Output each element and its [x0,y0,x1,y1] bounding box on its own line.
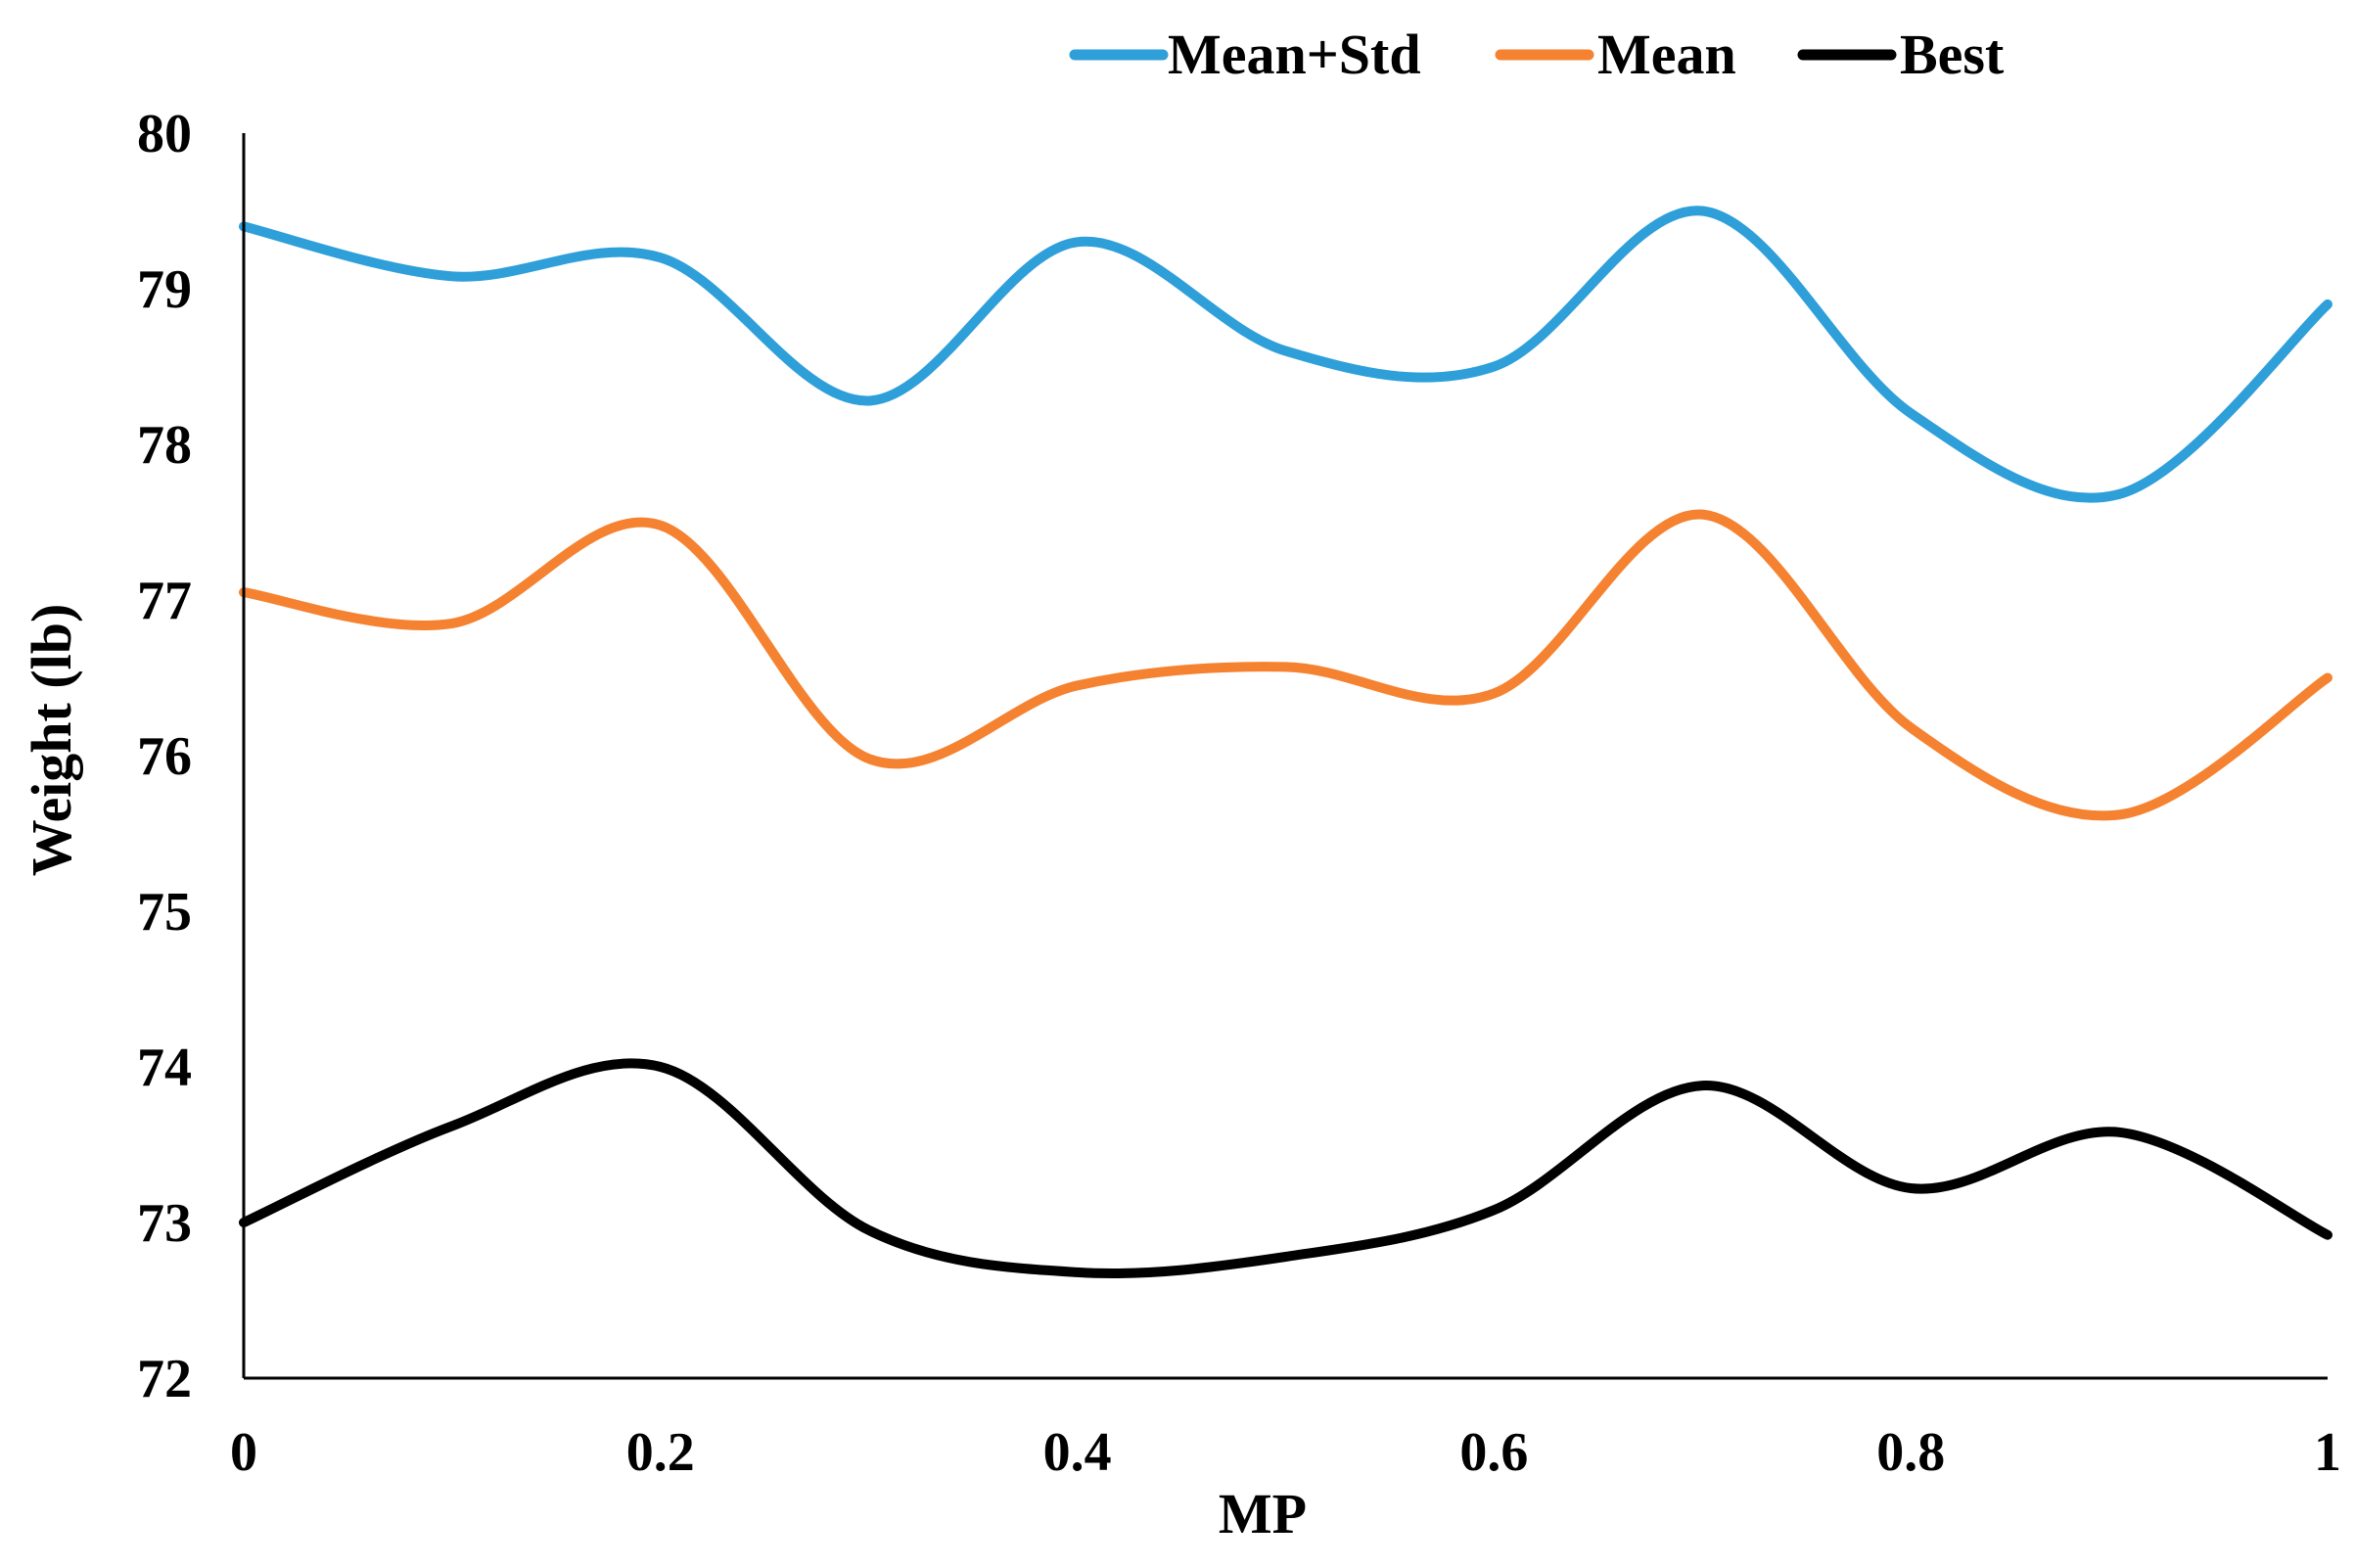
legend-label-mean: Mean [1597,23,1736,86]
y-tick-labels: 72 73 74 75 76 77 78 79 80 [137,104,192,1409]
x-tick-label: 0.6 [1459,1422,1528,1483]
x-tick-labels: 0 0.2 0.4 0.6 0.8 1 [230,1422,2341,1483]
y-tick-label: 75 [137,882,192,943]
legend: Mean+Std Mean Best [1069,23,2005,86]
y-tick-label: 79 [137,259,192,320]
series-line-best [239,1058,2332,1278]
y-tick-label: 77 [137,571,192,631]
x-axis-title: MP [1219,1482,1307,1545]
series-line-mean [239,509,2332,821]
series-line-mean-std [239,206,2332,503]
series-layer [239,206,2332,1278]
x-tick-label: 1 [2314,1422,2341,1483]
axes [242,133,2328,1380]
y-tick-label: 72 [137,1349,192,1409]
x-tick-label: 0 [230,1422,257,1483]
y-tick-label: 73 [137,1193,192,1254]
x-tick-label: 0.2 [626,1422,695,1483]
y-tick-label: 78 [137,415,192,476]
legend-label-best: Best [1900,23,2005,86]
x-tick-label: 0.4 [1043,1422,1112,1483]
y-axis-title: Weight (lb) [20,604,83,877]
y-tick-label: 76 [137,726,192,787]
y-tick-label: 80 [137,104,192,164]
x-tick-label: 0.8 [1876,1422,1945,1483]
legend-label-mean-std: Mean+Std [1168,23,1421,86]
y-tick-label: 74 [137,1038,192,1098]
